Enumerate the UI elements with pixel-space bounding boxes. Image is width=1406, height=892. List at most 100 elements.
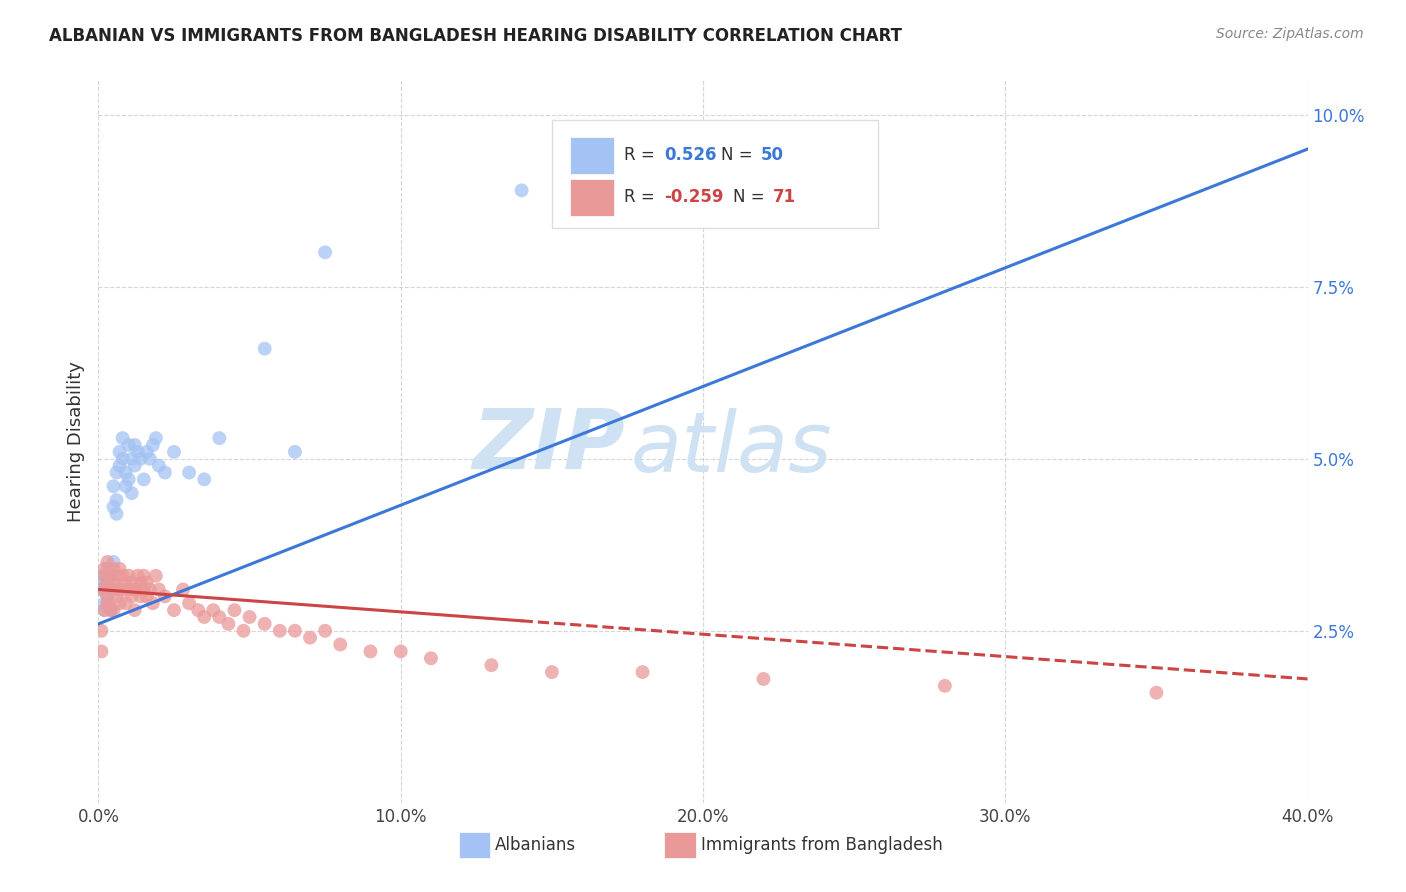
Point (111, 431, 134, 445)
Text: 71: 71 (773, 188, 796, 206)
Point (103, 479, 125, 493)
Point (124, 458, 146, 473)
Point (96, 590, 118, 604)
Point (132, 582, 155, 597)
Point (111, 451, 134, 466)
Point (208, 610, 231, 624)
Point (103, 603, 125, 617)
Point (96, 562, 118, 576)
Point (124, 603, 146, 617)
Point (127, 582, 149, 597)
Point (139, 582, 162, 597)
Point (934, 679, 956, 693)
Point (108, 596, 131, 610)
Point (96, 575, 118, 590)
Point (193, 472, 215, 486)
Point (163, 603, 186, 617)
Point (208, 431, 231, 445)
Point (253, 342, 276, 356)
Point (127, 568, 149, 582)
Text: 0.526: 0.526 (664, 145, 717, 164)
Point (129, 590, 152, 604)
Point (145, 568, 167, 582)
Point (96, 582, 118, 597)
Point (93, 582, 115, 597)
Point (114, 575, 136, 590)
Y-axis label: Hearing Disability: Hearing Disability (66, 361, 84, 522)
Point (1144, 686, 1167, 700)
Point (148, 582, 170, 597)
Point (111, 582, 134, 597)
Point (103, 500, 125, 514)
Point (105, 466, 128, 480)
Point (111, 568, 134, 582)
Point (105, 590, 128, 604)
Point (135, 590, 157, 604)
Point (90, 568, 112, 582)
Point (108, 445, 131, 459)
Point (90, 575, 112, 590)
Point (114, 466, 136, 480)
Point (145, 431, 167, 445)
Point (481, 658, 503, 673)
Point (179, 466, 201, 480)
Point (752, 672, 775, 686)
Point (100, 582, 122, 597)
Point (93, 568, 115, 582)
Point (135, 575, 157, 590)
Point (314, 245, 336, 260)
FancyBboxPatch shape (569, 178, 613, 216)
Point (93, 562, 115, 576)
Text: 50: 50 (761, 145, 785, 164)
Point (187, 603, 209, 617)
Point (132, 568, 155, 582)
Point (118, 472, 141, 486)
Point (96, 575, 118, 590)
Point (90, 624, 112, 638)
Point (96, 596, 118, 610)
Point (129, 451, 152, 466)
Point (202, 603, 225, 617)
Point (100, 568, 122, 582)
Point (153, 590, 176, 604)
Point (121, 486, 143, 500)
Point (389, 644, 412, 658)
Point (103, 555, 125, 569)
Point (124, 582, 146, 597)
Point (93, 603, 115, 617)
Point (93, 596, 115, 610)
Point (121, 590, 143, 604)
Point (100, 582, 122, 597)
Point (329, 638, 352, 652)
Text: R =: R = (624, 188, 661, 206)
Point (299, 631, 322, 645)
Point (163, 445, 186, 459)
Point (135, 445, 157, 459)
Text: Immigrants from Bangladesh: Immigrants from Bangladesh (700, 837, 942, 855)
Point (284, 445, 307, 459)
Text: ALBANIAN VS IMMIGRANTS FROM BANGLADESH HEARING DISABILITY CORRELATION CHART: ALBANIAN VS IMMIGRANTS FROM BANGLADESH H… (49, 27, 903, 45)
Point (108, 458, 131, 473)
Text: N =: N = (721, 145, 758, 164)
FancyBboxPatch shape (551, 120, 879, 228)
Text: R =: R = (624, 145, 661, 164)
Point (129, 575, 152, 590)
Point (269, 624, 291, 638)
Point (90, 582, 112, 597)
Point (124, 438, 146, 452)
Point (90, 644, 112, 658)
Point (96, 590, 118, 604)
Point (90, 582, 112, 597)
Point (108, 582, 131, 597)
Point (127, 445, 149, 459)
Point (100, 603, 122, 617)
Point (105, 493, 128, 508)
Point (217, 616, 239, 631)
Text: Albanians: Albanians (495, 837, 576, 855)
Text: ZIP: ZIP (472, 405, 624, 485)
Point (284, 624, 307, 638)
Point (121, 451, 143, 466)
Point (100, 568, 122, 582)
Text: -0.259: -0.259 (664, 188, 724, 206)
Point (114, 479, 136, 493)
